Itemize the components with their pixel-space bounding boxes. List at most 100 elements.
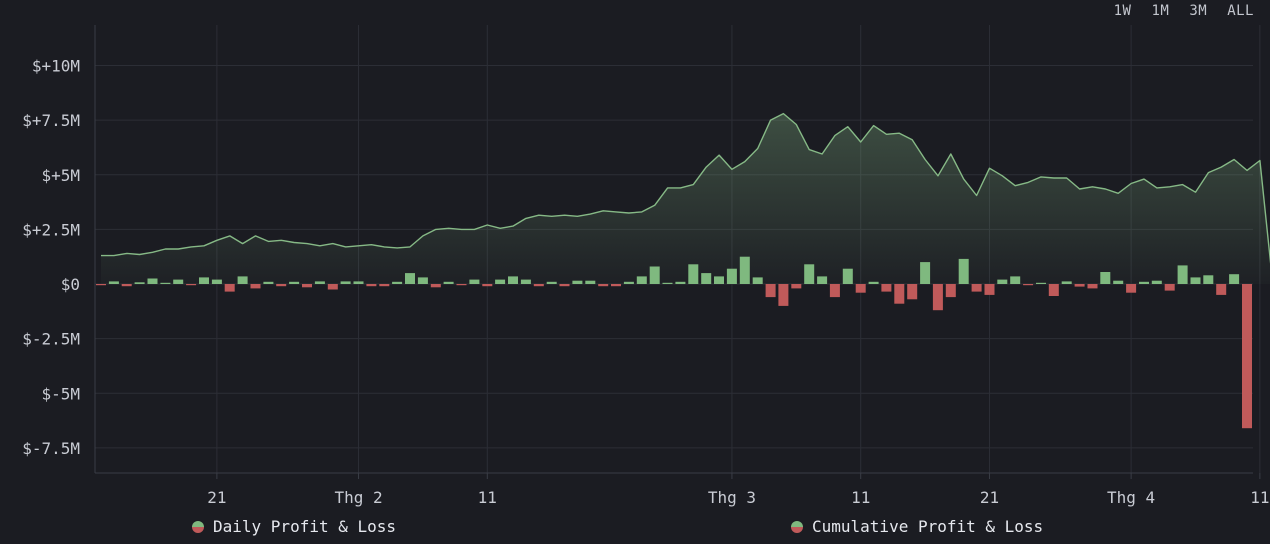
daily-bar	[804, 264, 815, 284]
daily-bar	[340, 281, 351, 284]
daily-bar	[958, 258, 969, 284]
daily-bar	[662, 282, 673, 284]
daily-bar	[250, 284, 261, 289]
daily-bar	[1216, 284, 1227, 295]
daily-bar	[752, 277, 763, 284]
daily-bar	[263, 281, 274, 284]
daily-bar	[1177, 265, 1188, 284]
y-tick-label: $0	[61, 275, 80, 294]
daily-bar	[353, 281, 364, 284]
daily-bar	[765, 284, 776, 298]
cumulative-area-fill	[101, 113, 1270, 284]
daily-bar	[405, 273, 415, 284]
range-3m-button[interactable]: 3M	[1189, 3, 1208, 19]
axes: $+10M $+7.5M $+5M $+2.5M $0 $-2.5M $-5M $-7.5M 2…	[22, 25, 1270, 507]
daily-bar	[186, 284, 197, 286]
daily-bar	[1023, 284, 1034, 286]
daily-bar	[739, 256, 750, 284]
daily-bar	[1087, 284, 1098, 289]
legend-item-daily[interactable]: Daily Profit & Loss	[192, 517, 396, 536]
daily-bar	[366, 284, 377, 287]
daily-bar	[842, 268, 853, 284]
legend-item-cumulative[interactable]: Cumulative Profit & Loss	[791, 517, 1043, 536]
range-1m-button[interactable]: 1M	[1151, 3, 1170, 19]
daily-bar	[96, 284, 106, 286]
daily-bar	[1074, 284, 1085, 287]
daily-bar	[1190, 277, 1201, 284]
x-tick-label: 21	[207, 488, 226, 507]
daily-bar	[237, 276, 248, 284]
daily-bar	[855, 284, 866, 293]
daily-bar	[289, 281, 300, 284]
daily-bar	[1242, 284, 1252, 429]
y-tick-label: $+5M	[41, 166, 80, 185]
daily-bar	[701, 273, 712, 284]
daily-legend-icon	[192, 520, 204, 533]
daily-bar	[636, 276, 647, 284]
y-tick-label: $-7.5M	[22, 439, 80, 458]
legend-label-daily: Daily Profit & Loss	[213, 517, 397, 536]
daily-bar	[1164, 284, 1175, 291]
daily-bar	[971, 284, 982, 292]
daily-bar	[1139, 281, 1149, 284]
cumulative-area	[101, 113, 1270, 284]
daily-bar	[443, 281, 454, 284]
daily-bar	[945, 284, 956, 298]
daily-bar	[585, 280, 596, 284]
range-all-button[interactable]: ALL	[1227, 3, 1254, 19]
time-range-selector: 1W 1M 3M ALL	[1114, 3, 1254, 19]
y-tick-label: $+2.5M	[22, 220, 80, 239]
daily-bar	[791, 284, 802, 289]
daily-bar	[134, 282, 145, 284]
daily-bar	[546, 281, 557, 284]
daily-bar	[623, 281, 634, 284]
daily-bar	[456, 284, 467, 286]
daily-bar	[160, 282, 171, 284]
y-tick-label: $-2.5M	[22, 330, 80, 349]
daily-bar	[417, 277, 428, 284]
daily-bar	[611, 284, 621, 287]
daily-bar	[199, 277, 209, 284]
x-tick-label: 21	[980, 488, 999, 507]
daily-bar	[108, 281, 119, 284]
daily-bar	[173, 279, 184, 284]
x-tick-label: Thg 3	[708, 488, 756, 507]
daily-bar	[649, 266, 660, 284]
y-tick-label: $-5M	[41, 384, 80, 403]
daily-bar	[392, 281, 403, 284]
daily-bar	[997, 279, 1008, 284]
daily-bar	[714, 276, 724, 284]
cumulative-legend-icon	[791, 520, 803, 533]
daily-bar	[881, 284, 892, 292]
chart-legend: Daily Profit & Loss Cumulative Profit & …	[0, 517, 1270, 541]
cumulative-line-group	[101, 112, 1270, 264]
daily-bar	[430, 284, 441, 288]
daily-bar	[1126, 284, 1137, 293]
daily-bar	[495, 279, 506, 284]
range-1w-button[interactable]: 1W	[1113, 3, 1132, 19]
daily-bars	[96, 256, 1252, 429]
daily-bar	[559, 284, 570, 287]
x-tick-label: Thg 2	[334, 488, 382, 507]
daily-bar	[829, 284, 840, 298]
daily-bar	[932, 284, 943, 311]
daily-bar	[1048, 284, 1059, 296]
daily-bar	[314, 281, 325, 284]
y-tick-label: $+7.5M	[22, 111, 80, 130]
pnl-chart: $+10M $+7.5M $+5M $+2.5M $0 $-2.5M $-5M $-7.5M 2…	[22, 25, 1270, 507]
daily-bar	[920, 262, 931, 284]
daily-bar	[907, 284, 918, 300]
daily-bar	[1036, 282, 1046, 284]
x-tick-label: Thg 4	[1107, 488, 1155, 507]
daily-bar	[688, 264, 699, 284]
daily-bar	[1203, 275, 1214, 284]
daily-bar	[1229, 274, 1240, 284]
daily-bar	[327, 284, 338, 290]
daily-bar	[121, 284, 132, 287]
daily-bar	[533, 284, 544, 287]
daily-bar	[508, 276, 518, 284]
daily-bar	[778, 284, 789, 306]
x-tick-label: 11	[478, 488, 497, 507]
daily-bar	[817, 276, 828, 284]
daily-bar	[598, 284, 609, 287]
